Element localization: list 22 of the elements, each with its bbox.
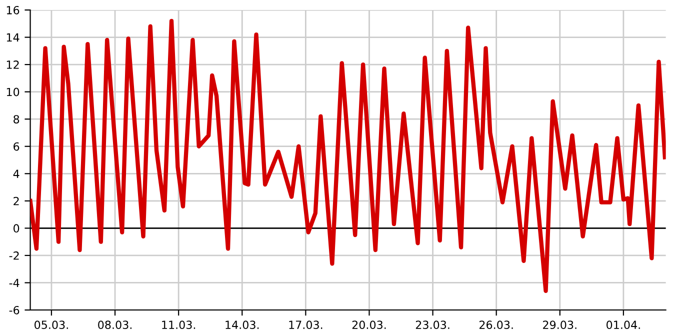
y-tick-label: 14 — [6, 33, 20, 42]
y-tick-label: -2 — [9, 251, 19, 260]
x-tick-label: 23.03. — [416, 320, 450, 330]
x-tick-label: 29.03. — [543, 320, 576, 330]
y-tick-label: -6 — [9, 306, 20, 314]
x-tick-label: 20.03. — [352, 320, 386, 330]
x-tick-label: 14.03. — [226, 320, 259, 330]
x-tick-label: 08.03. — [98, 320, 132, 330]
y-tick-label: 6 — [14, 142, 20, 151]
y-tick-label: 16 — [6, 6, 20, 14]
x-tick-label: 17.03. — [289, 320, 322, 330]
y-tick-label: 4 — [13, 170, 20, 178]
y-tick-label: -4 — [9, 278, 20, 287]
y-tick-label: 12 — [6, 60, 19, 69]
x-tick-label: 26.03. — [479, 320, 513, 330]
y-tick-label: 2 — [14, 196, 19, 206]
x-tick-label: 11.03. — [162, 320, 196, 330]
y-tick-label: 8 — [14, 115, 20, 124]
x-tick-label: 05.03. — [34, 320, 68, 330]
x-tick-label: 01.04. — [606, 320, 640, 330]
y-tick-label: 0 — [14, 224, 20, 233]
y-tick-label: 10 — [6, 88, 20, 96]
